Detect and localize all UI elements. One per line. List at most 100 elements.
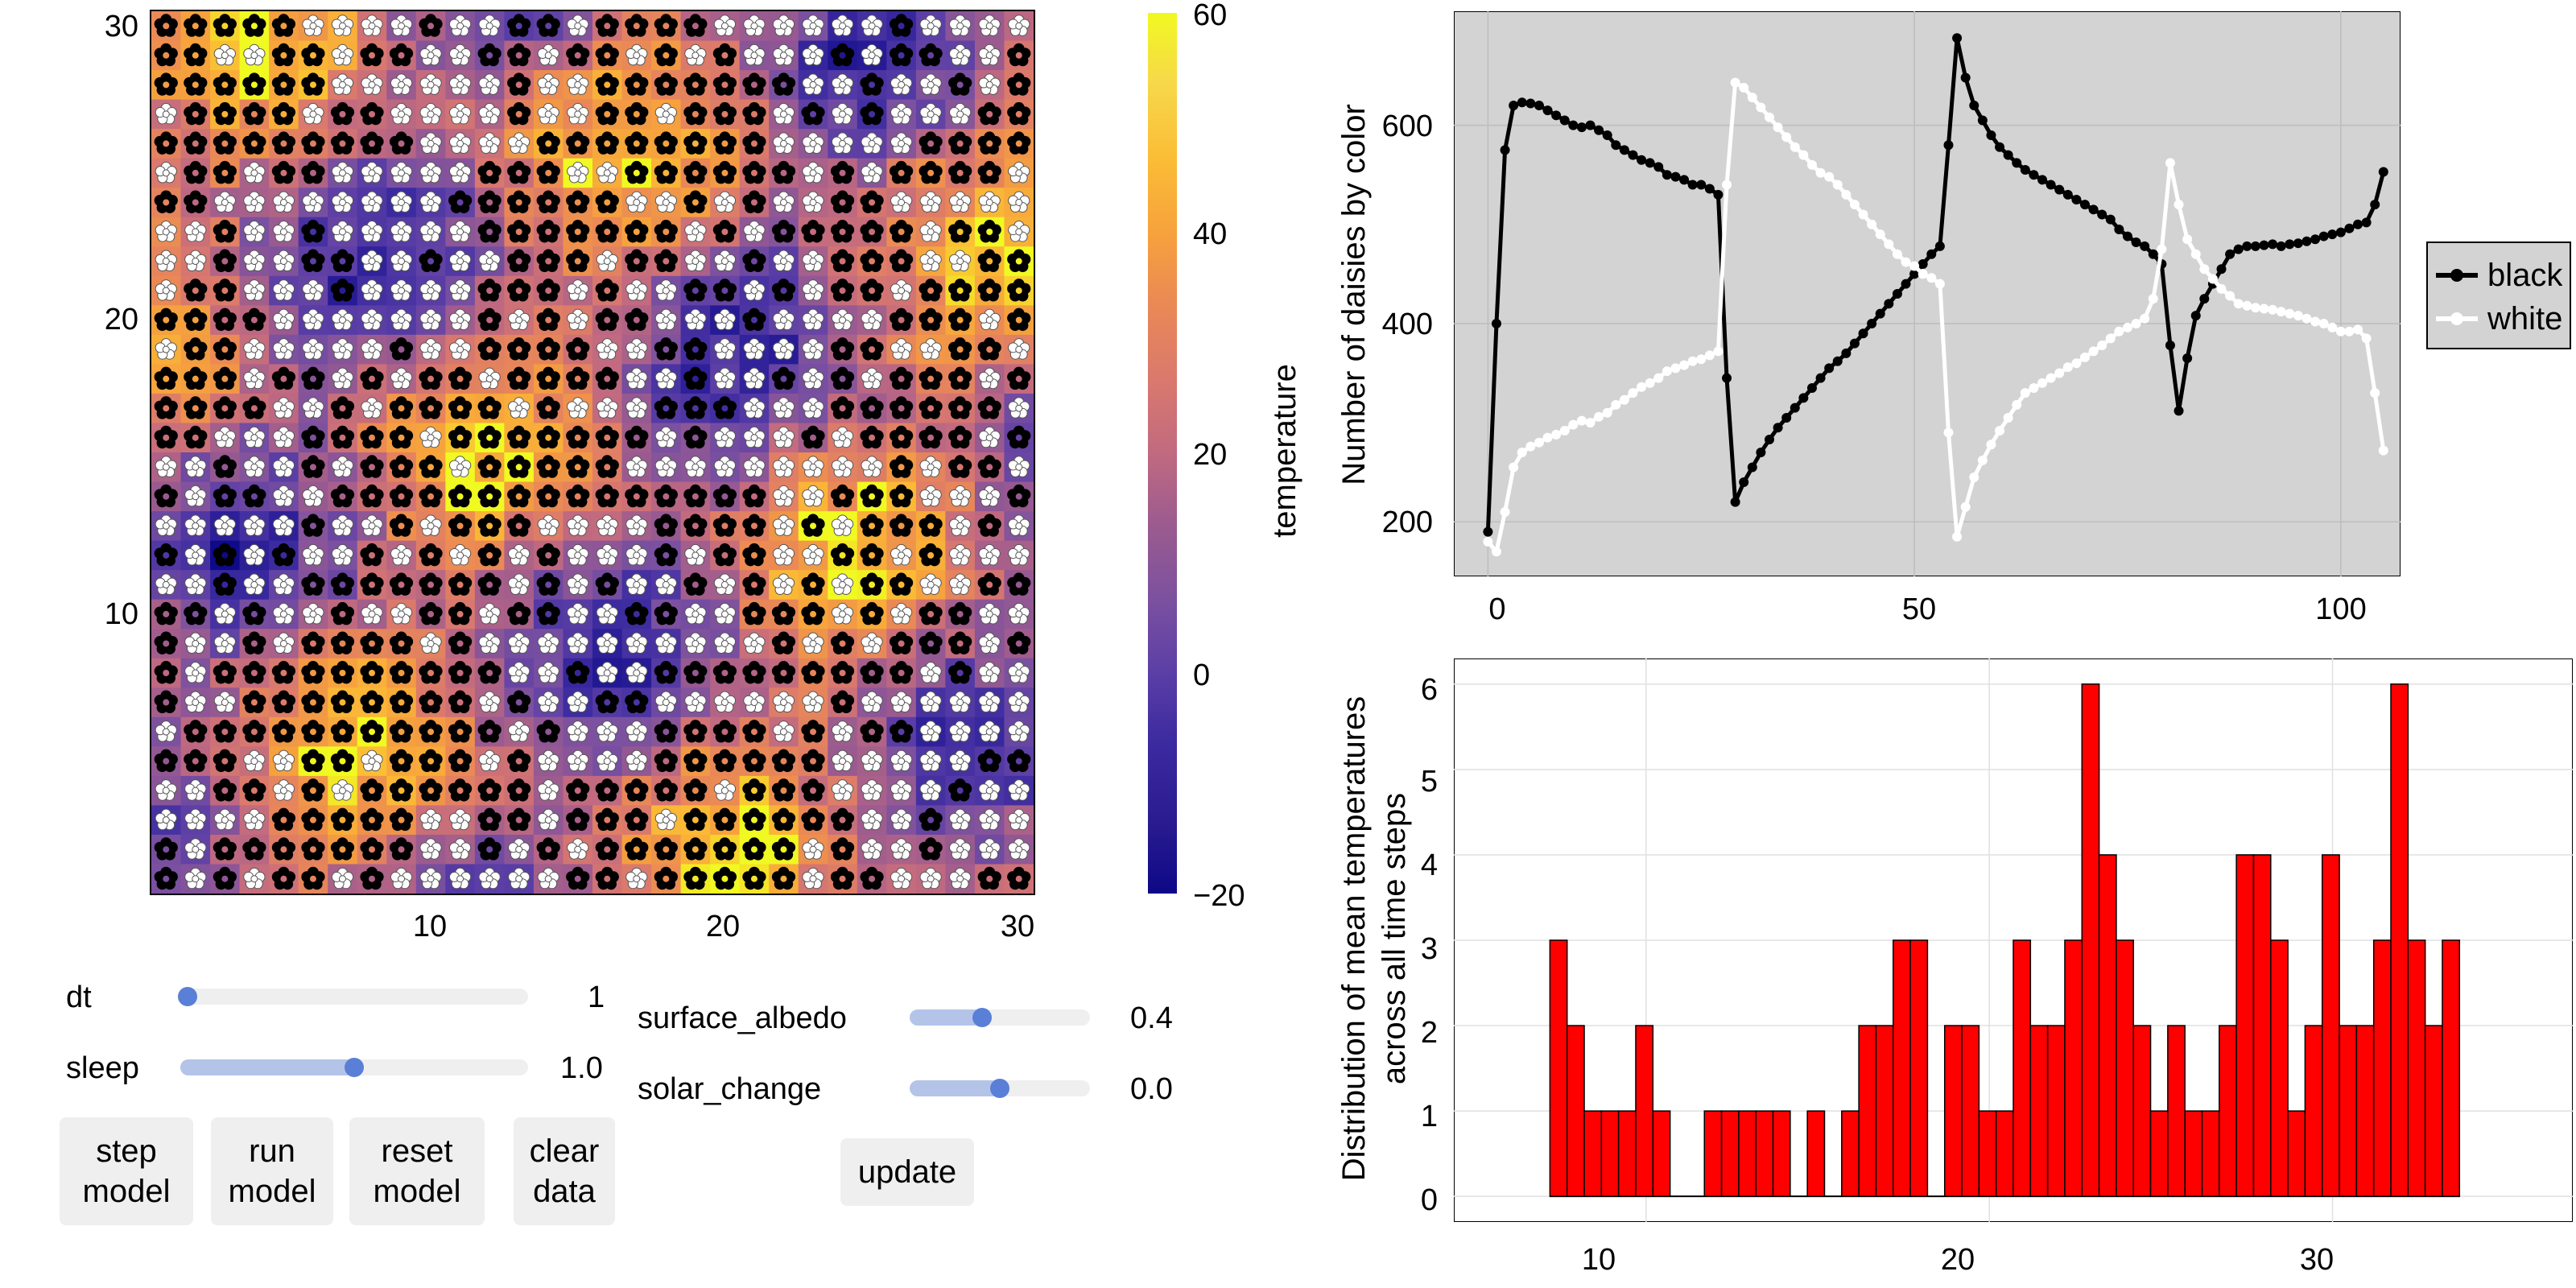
daisy-center [604,199,611,206]
daisy-center [720,258,729,266]
daisy-center [309,81,316,89]
daisy-center [486,346,493,353]
daisy-center [869,551,876,559]
daisy-center [574,551,582,559]
daisy-center [515,287,522,295]
daisy-center [663,140,670,147]
black-daisy-icon [742,72,766,96]
daisy-petal [771,76,783,89]
daisy-center [750,581,758,588]
daisy-center [250,23,258,30]
daisy-center [898,345,906,353]
white-daisy-icon [978,73,1001,95]
daisy-center [221,464,229,471]
daisy-center [779,52,787,60]
daisy-center [545,258,552,265]
daisy-center [250,52,258,60]
daisy-center [663,169,670,176]
daisy-center [604,434,611,441]
daisy-center [279,463,287,471]
daisy-center [368,345,376,353]
daisy-center [574,346,581,353]
daisy-center [779,551,787,559]
daisy-center [545,229,552,235]
daisy-center [721,229,729,235]
daisy-center [485,139,493,147]
black-daisy-icon [566,43,590,67]
daisy-center [898,522,905,530]
daisy-center [985,198,993,206]
daisy-petal [213,18,225,30]
daisy-center [309,169,316,176]
white-daisy-icon [743,14,766,36]
daisy-center [485,258,493,266]
daisy-center [633,258,640,265]
daisy-center [604,375,611,382]
daisy-center [250,434,258,442]
daisy-center [633,23,640,30]
daisy-center [779,463,787,471]
daisy-center [309,375,316,382]
daisy-center [809,22,817,30]
daisy-center [662,287,670,295]
daisy-center [750,52,758,60]
daisy-center [456,52,464,60]
black-daisy-icon [419,14,443,37]
black-daisy-icon [184,14,208,37]
daisy-center [486,551,493,559]
daisy-center [603,258,611,266]
daisy-center [309,22,317,30]
daisy-center [309,52,316,59]
daisy-center [839,169,846,176]
daisy-center [515,522,522,530]
black-daisy-icon [1007,43,1031,67]
daisy-petal [654,18,666,30]
daisy-center [927,345,935,353]
daisy-center [691,140,699,147]
daisy-center [368,228,376,236]
daisy-petal [625,76,637,89]
daisy-center [779,22,787,30]
daisy-center [545,375,552,382]
daisy-center [456,228,464,236]
daisy-center [163,316,170,324]
daisy-center [750,110,758,118]
daisy-center [839,229,846,235]
daisy-petal [654,76,666,89]
black-daisy-icon [654,72,678,96]
daisy-center [869,522,876,530]
daisy-center [779,345,787,353]
daisy-center [309,345,317,353]
daisy-petal [154,18,166,30]
daisy-center [809,258,817,266]
daisy-center [574,434,581,441]
daisy-center [515,434,522,441]
daisy-center [192,287,199,295]
daisy-center [691,346,699,353]
daisy-center [309,110,317,118]
daisy-center [369,464,375,471]
daisy-center [221,23,229,30]
daisy-petal [683,18,696,30]
daisy-center [221,375,229,382]
daisy-center [927,493,935,501]
daisy-center [691,81,699,89]
daisy-center [603,551,611,559]
white-daisy-icon [684,43,707,66]
daisy-center [662,580,670,588]
white-daisy-icon [713,14,737,36]
white-daisy-icon [861,14,883,36]
daisy-center [691,23,699,30]
daisy-center [750,610,758,617]
daisy-petal [301,47,313,60]
daisy-center [427,522,435,530]
daisy-center [427,316,435,324]
daisy-center [369,434,375,441]
daisy-petal [213,106,225,118]
daisy-center [986,229,993,235]
daisy-center [427,464,435,471]
daisy-center [720,198,729,206]
daisy-center [1015,22,1023,30]
daisy-center [338,80,346,89]
daisy-center [869,493,876,500]
